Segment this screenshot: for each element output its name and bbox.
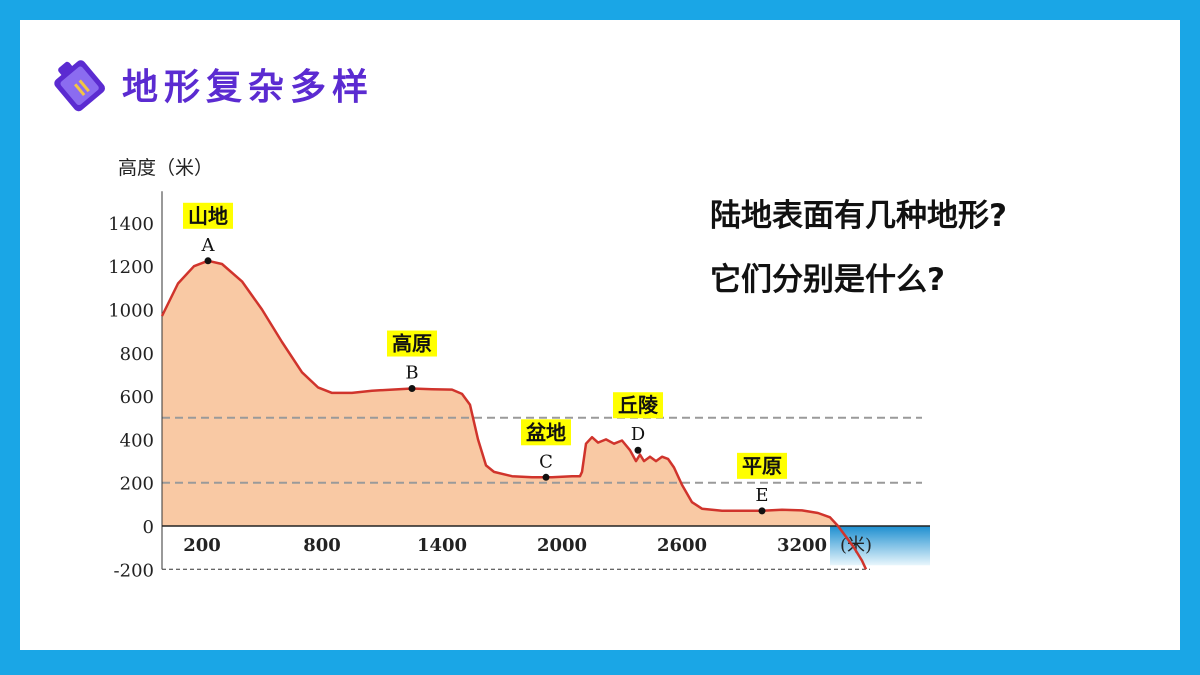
x-tick-label: 800	[303, 535, 341, 556]
point-label-D: D	[631, 424, 645, 445]
x-tick-label: 2000	[537, 535, 587, 556]
landform-label-bg	[387, 330, 437, 357]
point-label-A: A	[201, 235, 216, 256]
x-tick-label: 200	[183, 535, 221, 556]
landform-label-bg	[613, 392, 663, 419]
x-tick-label: 1400	[417, 535, 467, 556]
point-label-E: E	[755, 485, 768, 506]
y-tick-label: 800	[120, 344, 154, 365]
y-axis-label: 高度（米）	[118, 157, 213, 179]
landform-name-D: 丘陵	[618, 393, 659, 417]
terrain-profile-line	[160, 259, 868, 570]
x-tick-label: 2600	[657, 535, 707, 556]
question-1: 陆地表面有几种地形?	[710, 198, 1007, 234]
point-E	[758, 507, 766, 515]
landform-label-bg	[737, 452, 787, 479]
landform-name-A: 山地	[188, 204, 228, 228]
landform-name-C: 盆地	[526, 420, 566, 444]
point-D	[634, 446, 642, 454]
landform-name-B: 高原	[392, 332, 432, 356]
land-area	[162, 260, 866, 526]
y-tick-label: 0	[143, 517, 154, 538]
y-tick-label: 200	[120, 474, 154, 495]
y-tick-label: 1200	[108, 257, 154, 278]
landform-label-bg	[183, 202, 233, 229]
point-C	[542, 473, 550, 481]
y-tick-label: 1400	[108, 214, 154, 235]
y-tick-label: 1000	[108, 301, 154, 322]
landform-name-E: 平原	[742, 454, 782, 478]
point-A	[204, 257, 212, 265]
landform-label-bg	[521, 419, 571, 446]
question-2: 它们分别是什么?	[710, 262, 945, 298]
notepad-icon	[54, 60, 106, 112]
y-tick-label: 400	[120, 430, 154, 451]
y-tick-label: 600	[120, 387, 154, 408]
point-label-C: C	[539, 451, 553, 472]
point-B	[408, 385, 416, 393]
page-title: 地形复杂多样	[122, 67, 375, 108]
x-tick-label: 3200	[777, 535, 827, 556]
point-label-B: B	[405, 363, 418, 384]
sea-area	[830, 526, 930, 566]
y-tick-label: -200	[114, 560, 154, 581]
